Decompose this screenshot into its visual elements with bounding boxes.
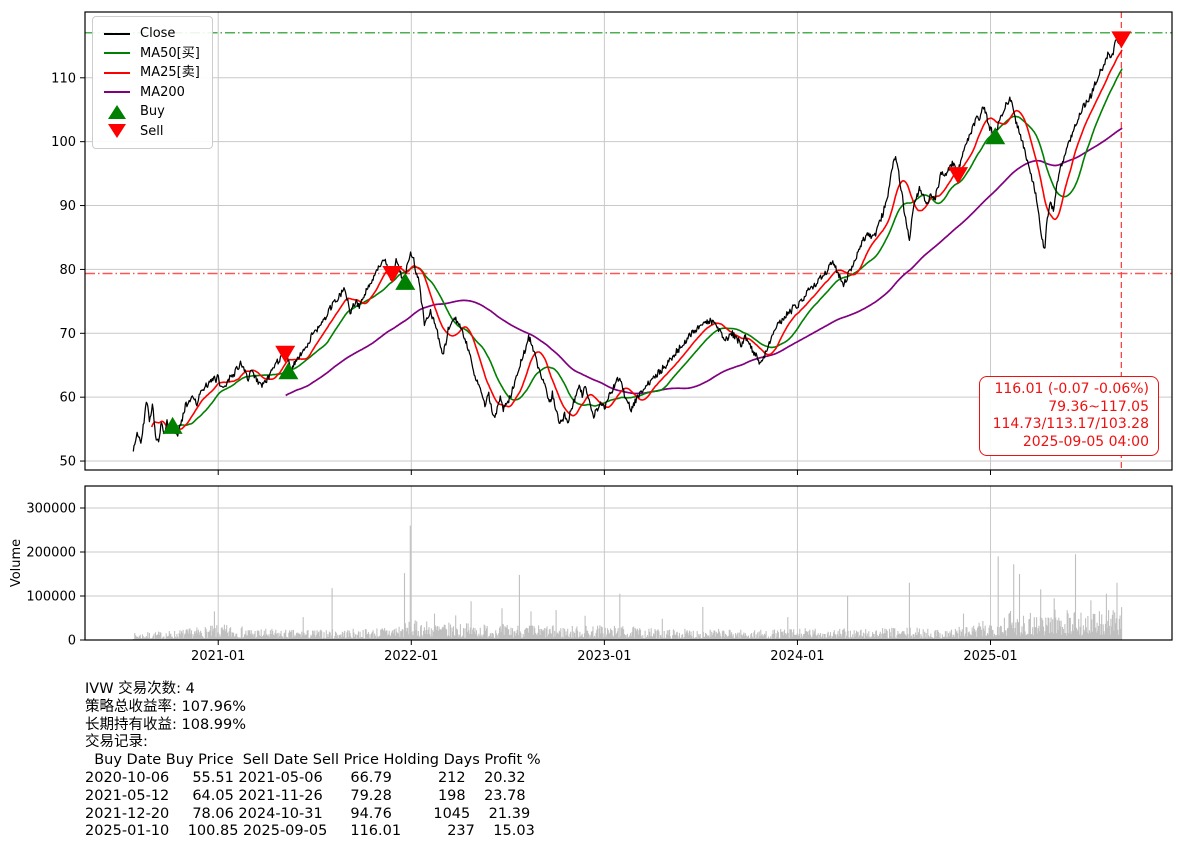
annotation-52w-range: 79.36~117.05 [1048, 398, 1149, 415]
gridlines [85, 12, 1172, 641]
strategy-return-label: 策略总收益率 [85, 698, 172, 715]
buy-marker [278, 362, 299, 380]
axis-ticks [80, 77, 992, 645]
trade-table-header: Buy Date Buy Price Sell Date Sell Price … [85, 752, 541, 769]
trades-count-label: IVW 交易次数 [85, 681, 177, 697]
trade-records-table: Buy Date Buy Price Sell Date Sell Price … [85, 752, 541, 841]
trade-table-row-3: 2025-01-10 100.85 2025-09-05 116.01 237 … [85, 823, 535, 840]
legend-line-swatch [103, 65, 131, 81]
legend-item-ma200: MA200 [103, 83, 200, 103]
trade-table-row-2: 2021-12-20 78.06 2024-10-31 94.76 1045 2… [85, 805, 531, 822]
price-annotation-box: 116.01 (-0.07 -0.06%) 79.36~117.05 114.7… [979, 376, 1159, 456]
volume-tick-label: 300000 [26, 502, 76, 517]
legend: Close MA50[买] MA25[卖] MA200 Buy Sell [92, 16, 213, 149]
legend-item-ma25-: MA25[卖] [103, 63, 200, 83]
ma200-line [285, 127, 1123, 397]
volume-bars [132, 525, 1123, 640]
legend-line-swatch [103, 45, 131, 61]
trade-markers [162, 31, 1132, 434]
strategy-return-value: 107.96% [181, 698, 247, 715]
volume-tick-label: 100000 [26, 590, 76, 605]
sell-marker [1111, 31, 1132, 49]
legend-label: MA50[买] [140, 45, 200, 61]
x-tick-label: 2021-01 [191, 649, 245, 664]
legend-label: MA25[卖] [140, 65, 200, 81]
chart-area: 50 60 70 80 90 100 110 0 100000 200000 300000 2021-… [9, 11, 1173, 664]
price-tick-label: 100 [51, 135, 76, 150]
legend-label: MA200 [140, 84, 185, 100]
volume-tick-label: 0 [68, 634, 76, 649]
axis-labels: 50 60 70 80 90 100 110 0 100000 200000 300000 2021-… [9, 71, 1018, 664]
strategy-return-line: 策略总收益率: 107.96% [85, 699, 541, 717]
trades-count-line: IVW 交易次数: 4 [85, 681, 541, 699]
legend-item-sell: Sell [103, 122, 200, 142]
price-tick-label: 70 [59, 327, 76, 342]
buy-marker [162, 416, 183, 434]
colon-sep-0: : [176, 681, 186, 697]
volume-panel-border [84, 485, 1173, 641]
legend-item-ma50-: MA50[买] [103, 44, 200, 64]
legend-line-swatch [103, 26, 131, 42]
hold-return-label: 长期持有收益 [85, 716, 172, 733]
price-panel-border [84, 11, 1173, 471]
x-tick-label: 2023-01 [577, 649, 631, 664]
volume-axis-title: Volume [9, 539, 24, 587]
stock-chart-svg: 50 60 70 80 90 100 110 0 100000 200000 300000 2021-… [9, 11, 1173, 664]
price-tick-label: 110 [51, 71, 76, 86]
sell-marker [275, 345, 296, 363]
legend-line-swatch [103, 84, 131, 100]
x-tick-label: 2025-01 [963, 649, 1017, 664]
trade-records-title: 交易记录: [85, 734, 148, 751]
ma25-line [150, 49, 1123, 432]
x-tick-label: 2024-01 [770, 649, 824, 664]
buy-marker [395, 272, 416, 290]
annotation-datetime: 2025-09-05 04:00 [1022, 433, 1149, 450]
price-tick-label: 90 [59, 199, 76, 214]
trade-table-row-0: 2020-10-06 55.51 2021-05-06 66.79 212 20… [85, 769, 526, 786]
hold-return-value: 108.99% [181, 716, 247, 733]
stats-panel: IVW 交易次数: 4 策略总收益率: 107.96% 长期持有收益: 108.… [85, 681, 541, 841]
colon-sep-1: : [172, 698, 182, 715]
buy-marker [985, 127, 1006, 145]
legend-label: Buy [140, 104, 165, 120]
buy-triangle-icon [103, 104, 131, 120]
annotation-last-price: 116.01 (-0.07 -0.06%) [994, 381, 1149, 397]
legend-item-buy: Buy [103, 102, 200, 122]
ma50-line [170, 68, 1123, 429]
trade-table-row-1: 2021-05-12 64.05 2021-11-26 79.28 198 23… [85, 787, 526, 804]
colon-sep-2: : [172, 716, 182, 733]
legend-label: Close [140, 26, 176, 42]
sell-triangle-icon [103, 123, 131, 139]
annotation-ma-values: 114.73/113.17/103.28 [992, 416, 1149, 432]
volume-tick-label: 200000 [26, 546, 76, 561]
hold-return-line: 长期持有收益: 108.99% [85, 717, 541, 735]
price-tick-label: 80 [59, 263, 76, 278]
price-tick-label: 60 [59, 391, 76, 406]
legend-label: Sell [140, 123, 164, 139]
price-tick-label: 50 [59, 455, 76, 470]
close-line [132, 39, 1123, 452]
legend-item-close: Close [103, 24, 200, 44]
x-tick-label: 2022-01 [384, 649, 438, 664]
sell-marker [948, 167, 969, 185]
trades-count-value: 4 [185, 681, 195, 697]
sell-marker [382, 266, 403, 284]
